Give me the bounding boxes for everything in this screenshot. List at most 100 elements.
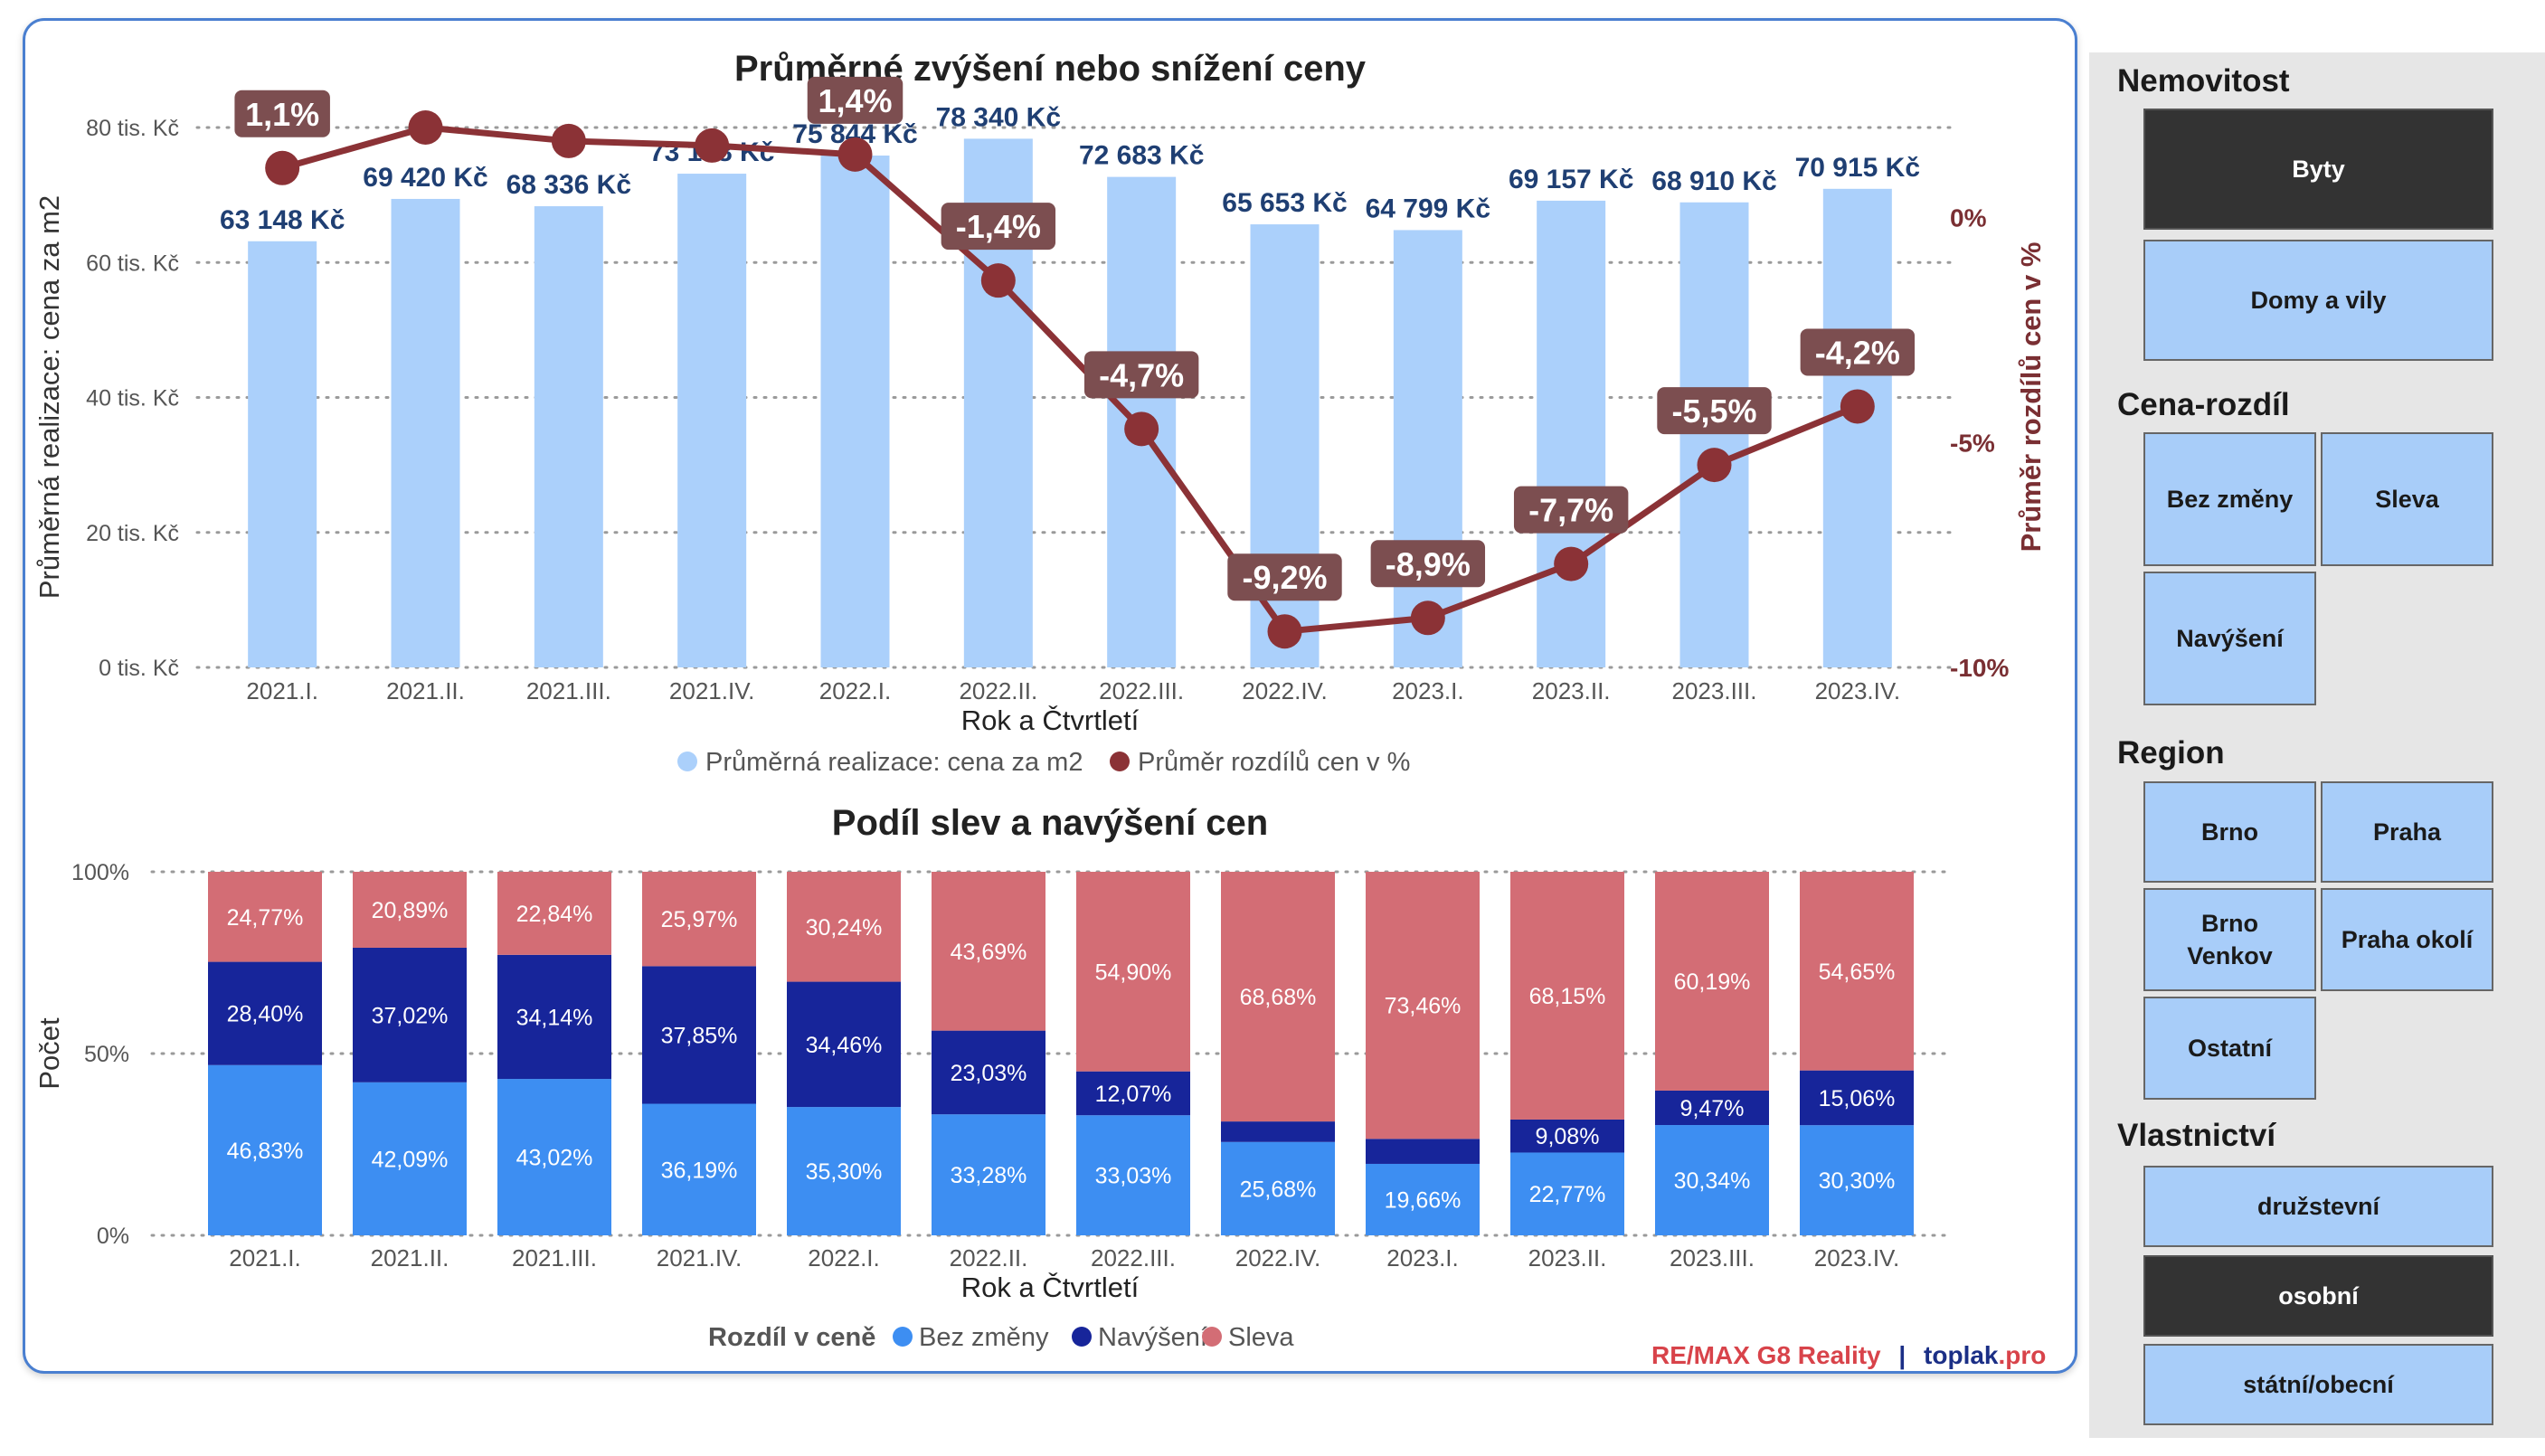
chart2-segment-label: 22,84% — [516, 902, 593, 927]
chart2-bar-segment — [1655, 872, 1769, 1091]
chart2-segment-label: 23,03% — [951, 1061, 1027, 1086]
chart2-segment-label: 36,19% — [661, 1158, 738, 1183]
chart2-bar-segment — [1076, 1071, 1190, 1116]
chart2-bar-segment — [1076, 872, 1190, 1072]
chart1-bar — [534, 206, 603, 667]
chart2-x-tick-label: 2021.IV. — [657, 1244, 742, 1272]
filter-button-statni-obecni[interactable]: státní/obecní — [2143, 1344, 2493, 1425]
chart2-bar-segment — [1655, 1090, 1769, 1126]
filter-button-brno-venkov[interactable]: Brno Venkov — [2143, 888, 2316, 991]
chart2-segment-label: 30,30% — [1819, 1168, 1896, 1194]
chart2-bar-segment — [1510, 1152, 1624, 1235]
chart2-y-tick-label: 100% — [71, 860, 129, 885]
chart1-x-tick-label: 2023.II. — [1532, 677, 1611, 704]
chart1-diff-label: -4,7% — [1099, 356, 1184, 393]
chart1-diff-label: -5,5% — [1671, 392, 1756, 430]
chart2-legend-marker — [1072, 1327, 1092, 1347]
chart2-bar-segment — [1510, 872, 1624, 1120]
filter-button-praha-okoli[interactable]: Praha okolí — [2321, 888, 2493, 991]
chart2-bar-segment — [787, 1107, 901, 1235]
chart2-segment-label: 22,77% — [1529, 1182, 1606, 1207]
chart2-bar-segment — [787, 981, 901, 1108]
chart2-segment-label: 54,90% — [1095, 960, 1172, 985]
chart2-x-tick-label: 2023.IV. — [1814, 1244, 1899, 1272]
filter-button-domy-a-vily[interactable]: Domy a vily — [2143, 240, 2493, 361]
chart1-diff-label: -1,4% — [956, 208, 1041, 245]
filter-button-praha[interactable]: Praha — [2321, 781, 2493, 883]
chart2-bar-segment — [1076, 1115, 1190, 1235]
chart1-bar-value-label: 69 420 Kč — [363, 163, 487, 193]
chart2-bar-segment — [1221, 1121, 1335, 1142]
chart1-bar-value-label: 65 653 Kč — [1222, 188, 1347, 218]
chart2-segment-label: 15,06% — [1819, 1086, 1896, 1111]
chart2-bar-segment — [787, 872, 901, 982]
filter-button-navyseni[interactable]: Navýšení — [2143, 572, 2316, 705]
chart2-segment-label: 43,69% — [951, 940, 1027, 965]
chart2-bar-segment — [1366, 872, 1480, 1139]
chart2-bar-segment — [353, 872, 467, 948]
chart1-diff-label-box — [1370, 540, 1486, 588]
brand-pro: .pro — [1998, 1341, 2047, 1369]
chart1-legend-marker — [1110, 752, 1130, 771]
filter-button-byty[interactable]: Byty — [2143, 109, 2493, 230]
chart2-segment-label: 12,07% — [1095, 1082, 1172, 1107]
chart1-diff-label: -9,2% — [1242, 559, 1327, 596]
filter-button-brno[interactable]: Brno — [2143, 781, 2316, 883]
chart2-x-tick-label: 2022.III. — [1091, 1244, 1176, 1272]
chart2-segment-label: 37,85% — [661, 1023, 738, 1048]
chart1-bar-value-label: 72 683 Kč — [1079, 141, 1204, 171]
chart2-segment-label: 73,46% — [1385, 994, 1462, 1019]
chart2-y-tick-label: 0% — [97, 1224, 129, 1249]
chart1-bar-value-label: 64 799 Kč — [1366, 194, 1490, 223]
filter-button-bez-zmeny[interactable]: Bez změny — [2143, 432, 2316, 566]
chart1-diff-point — [1840, 389, 1875, 424]
filter-button-druzstevni[interactable]: družstevní — [2143, 1166, 2493, 1247]
filter-button-ostatni[interactable]: Ostatní — [2143, 997, 2316, 1100]
filter-button-osobni[interactable]: osobní — [2143, 1255, 2493, 1337]
chart1-diff-label-box — [1800, 328, 1916, 376]
brand-toplak: toplak — [1924, 1341, 1999, 1369]
chart1-diff-label: -4,2% — [1815, 334, 1900, 371]
chart1-diff-label-box — [1083, 351, 1199, 399]
chart1-bar-value-label: 63 148 Kč — [220, 205, 345, 235]
chart2-bar-segment — [1800, 1125, 1914, 1235]
chart2-title: Podíl slev a navýšení cen — [832, 803, 1268, 843]
chart2-bar-segment — [208, 1064, 322, 1235]
chart2-segment-label: 34,14% — [516, 1005, 593, 1030]
chart1-y-tick-label: 0 tis. Kč — [99, 656, 179, 681]
chart2-x-tick-label: 2022.II. — [950, 1244, 1028, 1272]
chart1-diff-label-box — [807, 76, 904, 124]
chart2-x-tick-label: 2021.I. — [229, 1244, 301, 1272]
chart2-segment-label: 42,09% — [372, 1147, 449, 1172]
chart2-segment-label: 30,24% — [806, 915, 883, 941]
chart2-x-tick-label: 2023.I. — [1386, 1244, 1459, 1272]
chart1-bar — [391, 198, 460, 667]
chart1-diff-point — [1554, 546, 1589, 581]
chart1-y-tick-label: 20 tis. Kč — [86, 521, 179, 546]
chart2-x-tick-label: 2021.III. — [512, 1244, 597, 1272]
chart1-bar — [1537, 200, 1606, 667]
chart2-segment-label: 30,34% — [1674, 1168, 1751, 1194]
chart1-diff-label: 1,4% — [818, 82, 892, 119]
chart1-x-tick-label: 2022.I. — [819, 677, 892, 704]
chart1-y-tick-label: 80 tis. Kč — [86, 116, 179, 141]
chart1-bar-value-label: 78 340 Kč — [936, 102, 1061, 132]
chart1-y-tick-label: 40 tis. Kč — [86, 386, 179, 411]
filter-title-vlastnictvi: Vlastnictví — [2117, 1118, 2276, 1153]
chart2-x-tick-label: 2021.II. — [371, 1244, 449, 1272]
chart1-bar — [1393, 230, 1462, 667]
chart2-bar-segment — [932, 1114, 1045, 1235]
chart2-bar-segment — [1800, 1070, 1914, 1126]
chart2-bar-segment — [208, 961, 322, 1065]
chart2-bar-segment — [642, 871, 756, 967]
chart-panel: Průměrné zvýšení nebo snížení ceny 0 tis.… — [23, 18, 2077, 1374]
chart2-bar-segment — [1366, 1163, 1480, 1235]
chart2-segment-label: 20,89% — [372, 898, 449, 923]
chart1-diff-point — [551, 123, 586, 158]
chart2-bar-segment — [1366, 1139, 1480, 1164]
chart2-legend-marker — [1202, 1327, 1222, 1347]
chart1-diff-point — [1697, 448, 1732, 483]
chart2-legend-label: Bez změny — [919, 1323, 1049, 1352]
filter-button-sleva[interactable]: Sleva — [2321, 432, 2493, 566]
chart1-diff-point — [1410, 600, 1445, 636]
